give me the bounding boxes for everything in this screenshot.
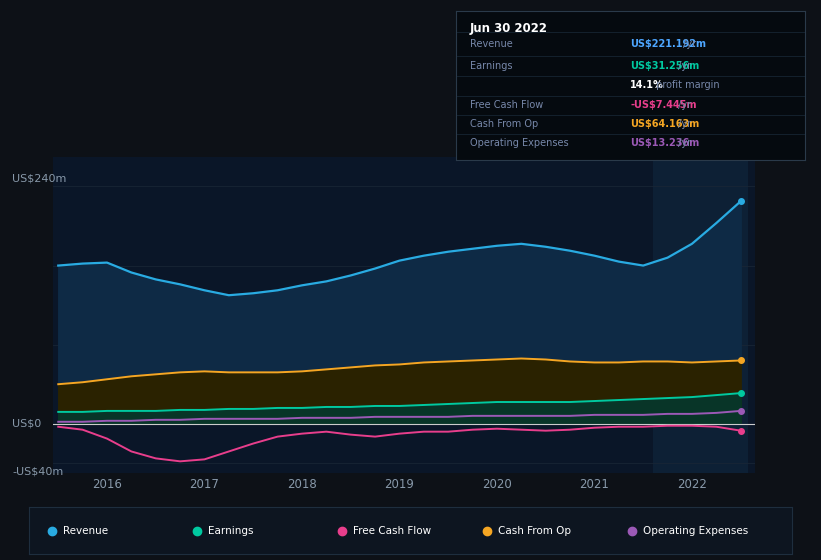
Text: /yr: /yr	[680, 39, 696, 49]
Text: /yr: /yr	[676, 61, 691, 71]
Text: US$221.192m: US$221.192m	[631, 39, 706, 49]
Text: -US$40m: -US$40m	[12, 466, 63, 476]
Text: /yr: /yr	[676, 100, 691, 110]
Text: /yr: /yr	[676, 138, 691, 148]
Text: /yr: /yr	[676, 119, 691, 129]
Text: Free Cash Flow: Free Cash Flow	[353, 526, 431, 535]
Text: Free Cash Flow: Free Cash Flow	[470, 100, 543, 110]
Text: US$0: US$0	[12, 419, 42, 429]
Bar	[653, 157, 749, 473]
Text: -US$7.445m: -US$7.445m	[631, 100, 696, 110]
Text: Operating Expenses: Operating Expenses	[644, 526, 749, 535]
Text: Jun 30 2022: Jun 30 2022	[470, 22, 548, 35]
Text: US$13.236m: US$13.236m	[631, 138, 699, 148]
Text: US$31.256m: US$31.256m	[631, 61, 699, 71]
Text: US$240m: US$240m	[12, 174, 67, 184]
Text: Operating Expenses: Operating Expenses	[470, 138, 568, 148]
Text: US$64.163m: US$64.163m	[631, 119, 699, 129]
Text: 14.1%: 14.1%	[631, 81, 664, 90]
Text: Revenue: Revenue	[63, 526, 108, 535]
Text: profit margin: profit margin	[653, 81, 719, 90]
Text: Earnings: Earnings	[209, 526, 254, 535]
Text: Earnings: Earnings	[470, 61, 512, 71]
Text: Cash From Op: Cash From Op	[498, 526, 571, 535]
Text: Cash From Op: Cash From Op	[470, 119, 538, 129]
Text: Revenue: Revenue	[470, 39, 512, 49]
